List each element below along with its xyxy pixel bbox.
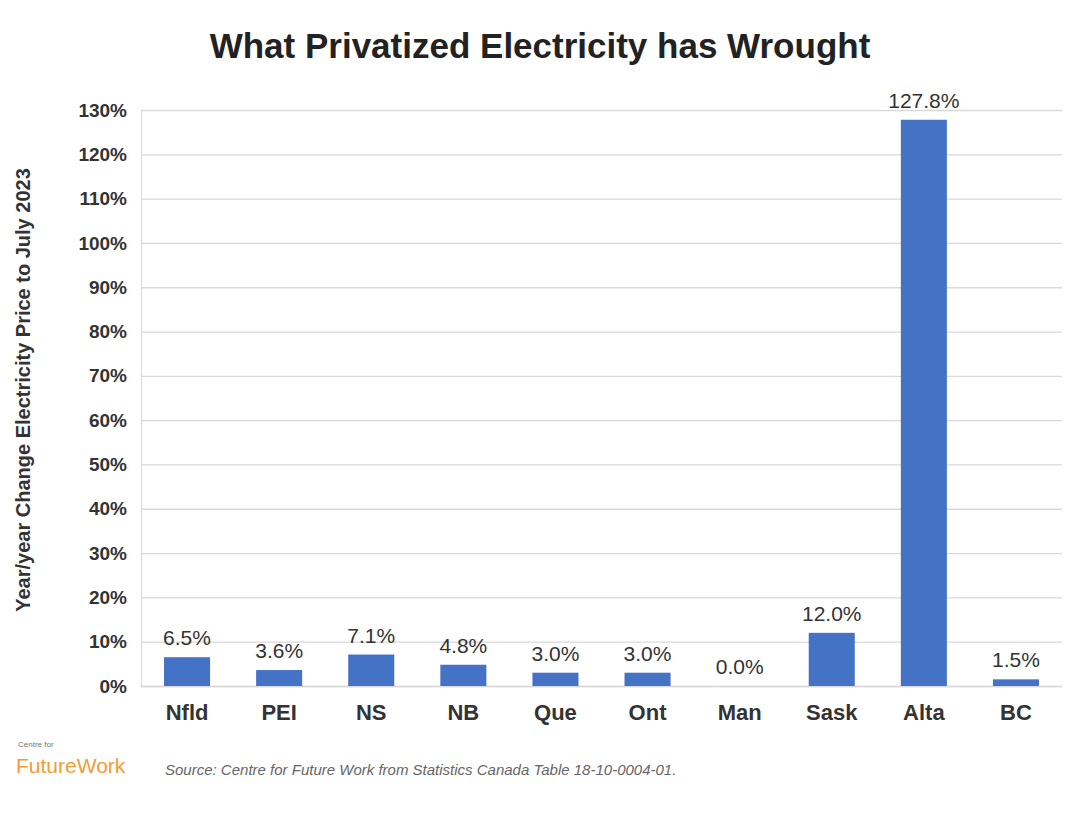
y-tick-label: 50%: [89, 454, 127, 475]
source-note: Source: Centre for Future Work from Stat…: [165, 761, 676, 778]
data-label: 12.0%: [802, 602, 862, 625]
title: What Privatized Electricity has Wrought: [210, 26, 871, 65]
x-tick-label: Nfld: [166, 700, 209, 725]
y-tick-label: 20%: [89, 587, 127, 608]
x-tick: Ont: [629, 700, 668, 725]
bar: [532, 673, 578, 686]
data-label: 3.6%: [255, 639, 303, 662]
data-label: 4.8%: [439, 634, 487, 657]
x-axis-line: [142, 686, 1063, 687]
bar: [901, 120, 947, 686]
data-label: 127.8%: [888, 89, 959, 112]
x-tick-label: Que: [534, 700, 577, 725]
bar: [256, 670, 302, 686]
x-tick-label: Ont: [629, 700, 668, 725]
y-tick-label: 80%: [89, 321, 127, 342]
y-tick-label: 120%: [78, 144, 127, 165]
x-tick: Alta: [903, 700, 945, 725]
grid-line: [141, 686, 1062, 687]
x-tick: Man: [718, 700, 762, 725]
x-tick-label: Man: [718, 700, 762, 725]
x-tick-label: BC: [1000, 700, 1032, 725]
x-tick: Sask: [806, 700, 858, 725]
y-tick-label: 40%: [89, 498, 127, 519]
x-axis: Nfld PEI NS NB Que Ont Man Sask Alta BC: [142, 687, 1063, 725]
bars: [164, 120, 1039, 686]
x-tick: PEI: [261, 700, 296, 725]
data-label: 3.0%: [624, 642, 672, 665]
y-tick-label: 0%: [100, 676, 128, 697]
logo-text: FutureWork: [16, 754, 126, 777]
data-label: 7.1%: [347, 624, 395, 647]
bar: [440, 665, 486, 686]
bar: [348, 655, 394, 686]
y-tick-label: 60%: [89, 410, 127, 431]
bar: [993, 679, 1039, 686]
y-tick-label: 10%: [89, 631, 127, 652]
y-tick-label: 130%: [78, 100, 127, 121]
x-tick-label: NB: [447, 700, 479, 725]
x-tick-label: NS: [356, 700, 387, 725]
x-tick-label: Sask: [806, 700, 858, 725]
y-tick-label: 30%: [89, 543, 127, 564]
bar: [809, 633, 855, 686]
y-tick-label: 90%: [89, 277, 127, 298]
chart: What Privatized Electricity has Wrought 0…: [0, 0, 1080, 815]
x-tick: NB: [447, 700, 479, 725]
bar: [164, 657, 210, 686]
x-tick-label: PEI: [261, 700, 296, 725]
y-axis-line: [142, 111, 1063, 687]
data-label: 3.0%: [532, 642, 580, 665]
y-tick-label: 110%: [79, 188, 127, 209]
x-tick: BC: [1000, 700, 1032, 725]
x-tick: NS: [356, 700, 387, 725]
y-tick-label: 70%: [89, 365, 127, 386]
bar: [717, 686, 763, 687]
data-labels: 6.5% 3.6% 7.1% 4.8% 3.0% 3.0% 0.0% 12.0% 127.8% 1…: [163, 89, 1040, 678]
x-tick: Nfld: [166, 700, 209, 725]
x-tick-label: Alta: [903, 700, 945, 725]
y-tick-label: 100%: [78, 233, 127, 254]
data-label: 1.5%: [992, 648, 1040, 671]
logo-text: Centre for: [18, 740, 54, 749]
y-axis: 0% 10% 20% 30% 40% 50% 60% 70% 80% 90% 100% 110% 120…: [78, 100, 1062, 697]
data-label: 6.5%: [163, 626, 211, 649]
data-label: 0.0%: [716, 655, 764, 678]
y-axis-title: Year/year Change Electricity Price to Ju…: [12, 168, 34, 612]
x-tick: Que: [534, 700, 577, 725]
bar: [625, 673, 671, 686]
